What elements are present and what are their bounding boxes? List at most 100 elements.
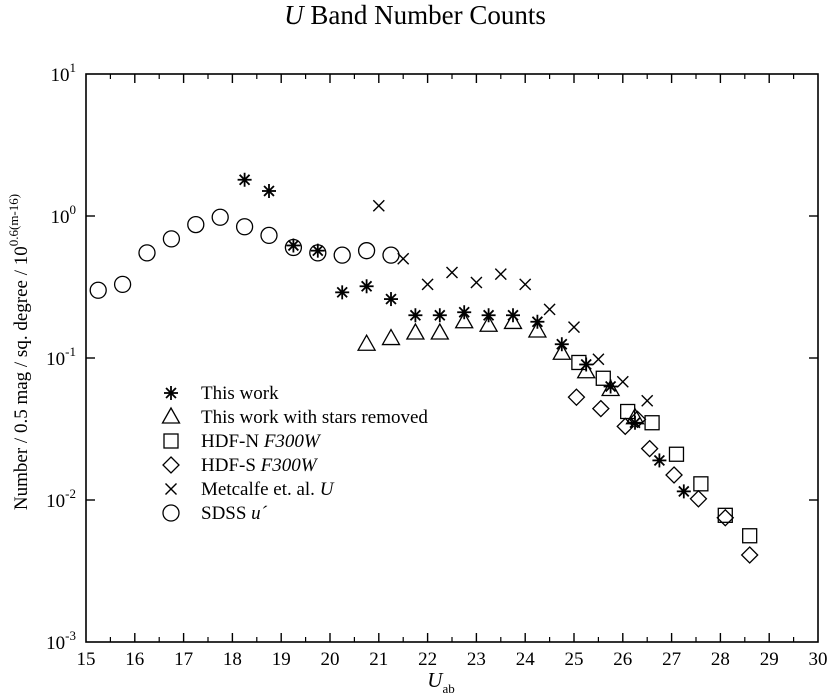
x-tick-label: 25 <box>565 649 584 670</box>
legend-label: This work with stars removed <box>201 407 428 428</box>
series-square <box>571 354 758 544</box>
data-point-x <box>641 394 654 407</box>
data-point-circle <box>187 215 205 234</box>
data-point-triangle <box>576 361 596 379</box>
y-axis-label: Number / 0.5 mag / sq. degree / 100.6(m-… <box>6 194 32 510</box>
legend: This work This work with stars removed HDF… <box>161 383 428 524</box>
data-point-circle <box>357 242 376 260</box>
data-point-x <box>519 278 532 291</box>
data-point-asterisk <box>262 183 276 198</box>
legend-label: Metcalfe et. al. U <box>201 479 335 500</box>
data-point-x <box>421 278 434 291</box>
data-point-triangle <box>478 314 499 332</box>
data-point-diamond <box>665 466 683 484</box>
data-point-x <box>372 199 385 212</box>
data-point-asterisk <box>432 308 447 323</box>
data-point-diamond <box>640 439 659 458</box>
data-point-circle <box>260 226 278 245</box>
x-tick-label: 18 <box>223 649 242 670</box>
data-point-triangle <box>356 333 377 351</box>
data-point-square <box>693 476 709 492</box>
y-tick-label: 101 <box>51 60 77 86</box>
data-point-x <box>568 321 580 334</box>
data-point-asterisk <box>676 484 691 499</box>
y-tick-label: 100 <box>51 202 77 228</box>
data-point-asterisk <box>335 285 350 300</box>
x-axis-label: Uab <box>427 668 454 696</box>
data-point-asterisk <box>506 308 520 323</box>
data-point-diamond <box>740 546 759 564</box>
data-point-circle <box>89 281 107 299</box>
data-point-asterisk <box>603 379 618 394</box>
legend-marker-diamond <box>162 456 180 474</box>
data-point-x <box>592 353 605 366</box>
y-tick-label: 10-1 <box>46 344 76 370</box>
x-tick-label: 15 <box>77 649 96 670</box>
data-point-square <box>668 446 685 462</box>
data-point-asterisk <box>652 453 667 468</box>
data-point-circle <box>113 275 132 294</box>
data-point-triangle <box>552 342 572 360</box>
data-point-x <box>494 268 507 281</box>
legend-label: HDF-N F300W <box>201 431 322 452</box>
plot-frame <box>85 73 819 643</box>
x-tick-label: 28 <box>711 649 730 670</box>
data-point-asterisk <box>286 238 301 253</box>
data-point-diamond <box>567 388 586 407</box>
data-point-diamond <box>716 508 735 527</box>
data-point-square <box>571 354 587 371</box>
data-point-circle <box>235 218 254 236</box>
data-point-asterisk <box>359 279 374 294</box>
x-tick-label: 20 <box>321 649 340 670</box>
legend-label: SDSS u´ <box>201 503 268 524</box>
data-point-circle <box>211 208 229 226</box>
data-point-x <box>446 266 458 279</box>
data-point-diamond <box>689 489 708 508</box>
x-tick-label: 22 <box>418 649 437 670</box>
legend-marker-circle <box>162 504 180 522</box>
data-point-diamond <box>628 410 647 429</box>
data-point-triangle <box>430 322 450 340</box>
data-point-x <box>543 303 556 316</box>
series-circle <box>89 208 400 299</box>
data-point-circle <box>138 244 156 262</box>
data-point-circle <box>162 230 181 248</box>
data-point-triangle <box>454 311 474 329</box>
data-point-triangle <box>503 312 523 330</box>
x-tick-label: 24 <box>516 649 536 670</box>
series-triangle <box>356 311 645 425</box>
data-point-square <box>595 370 611 386</box>
x-tick-label: 29 <box>760 649 779 670</box>
data-point-square <box>620 403 636 420</box>
data-point-square <box>717 507 733 523</box>
x-axis: 15 16 17 18 19 20 21 22 23 24 25 26 27 28 29 30 <box>77 74 828 670</box>
y-axis: 10-3 10-2 10-1 100 101 <box>46 60 818 654</box>
data-point-diamond <box>591 399 610 418</box>
x-tick-label: 30 <box>809 649 828 670</box>
data-point-triangle <box>381 328 401 346</box>
data-point-triangle <box>527 320 548 338</box>
data-point-x <box>616 375 629 388</box>
x-tick-label: 16 <box>125 649 144 670</box>
data-point-circle <box>333 246 351 264</box>
legend-marker-square <box>163 433 179 449</box>
x-tick-label: 23 <box>467 649 486 670</box>
legend-marker-triangle <box>161 406 181 424</box>
data-point-diamond <box>616 417 635 436</box>
x-tick-label: 17 <box>174 649 193 670</box>
y-tick-label: 10-3 <box>46 628 76 654</box>
series-diamond <box>567 388 759 564</box>
y-tick-label: 10-2 <box>46 486 76 512</box>
chart-title: U Band Number Counts <box>284 0 546 30</box>
x-tick-label: 26 <box>613 649 632 670</box>
legend-label: This work <box>201 383 279 404</box>
data-point-x <box>470 276 483 289</box>
data-point-triangle <box>405 322 426 340</box>
data-point-circle <box>382 246 400 264</box>
legend-marker-x <box>165 483 177 495</box>
x-tick-label: 21 <box>369 649 388 670</box>
data-point-triangle <box>600 379 621 397</box>
data-point-square <box>644 415 660 431</box>
data-point-circle <box>309 244 327 262</box>
